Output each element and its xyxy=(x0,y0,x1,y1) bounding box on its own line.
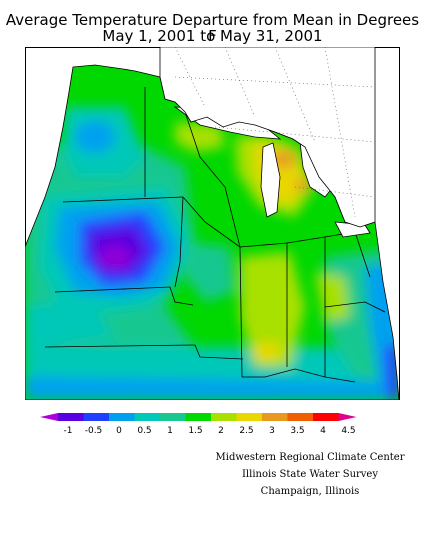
canada-no-data-region xyxy=(159,47,376,228)
graticule xyxy=(174,47,376,218)
legend-tick-label: 1 xyxy=(167,426,173,436)
legend-right-arrow xyxy=(338,413,357,421)
legend-swatch xyxy=(134,413,161,421)
map-date-range: May 1, 2001 to May 31, 2001 xyxy=(102,27,323,45)
legend-tick-label: 4 xyxy=(320,426,326,436)
legend-left-arrow xyxy=(40,413,58,421)
legend-swatch xyxy=(109,413,135,421)
legend-swatch xyxy=(160,413,186,421)
legend-swatch xyxy=(211,413,237,421)
legend-tick-label: 0 xyxy=(116,426,122,436)
legend-tick-label: 3.5 xyxy=(290,426,304,436)
legend-tick-label: 1.5 xyxy=(188,426,202,436)
legend-swatch xyxy=(262,413,288,421)
legend-tick-label: -0.5 xyxy=(85,426,103,436)
legend-tick-label: -1 xyxy=(64,426,73,436)
legend-swatch xyxy=(83,413,110,421)
credit-survey: Illinois State Water Survey xyxy=(241,469,378,480)
credit-location: Champaign, Illinois xyxy=(260,486,360,497)
temperature-departure-map xyxy=(25,47,400,400)
legend-swatch xyxy=(313,413,339,421)
credit-center: Midwestern Regional Climate Center xyxy=(215,452,405,463)
map-title: Average Temperature Departure from Mean … xyxy=(5,11,420,45)
legend-swatch xyxy=(58,413,84,421)
state-boundaries xyxy=(44,87,386,383)
color-legend: -1 -0.5 0 0.5 1 1.5 2 2.5 3 3.5 4 4.5 xyxy=(40,413,357,436)
legend-swatch xyxy=(236,413,263,421)
legend-tick-label: 4.5 xyxy=(341,426,355,436)
legend-swatch xyxy=(185,413,212,421)
legend-tick-label: 2.5 xyxy=(239,426,253,436)
legend-swatch xyxy=(287,413,314,421)
legend-color-bar xyxy=(40,413,357,421)
legend-tick-label: 3 xyxy=(269,426,275,436)
legend-tick-label: 2 xyxy=(218,426,224,436)
legend-tick-label: 0.5 xyxy=(137,426,151,436)
legend-tick-labels: -1 -0.5 0 0.5 1 1.5 2 2.5 3 3.5 4 4.5 xyxy=(64,426,356,436)
